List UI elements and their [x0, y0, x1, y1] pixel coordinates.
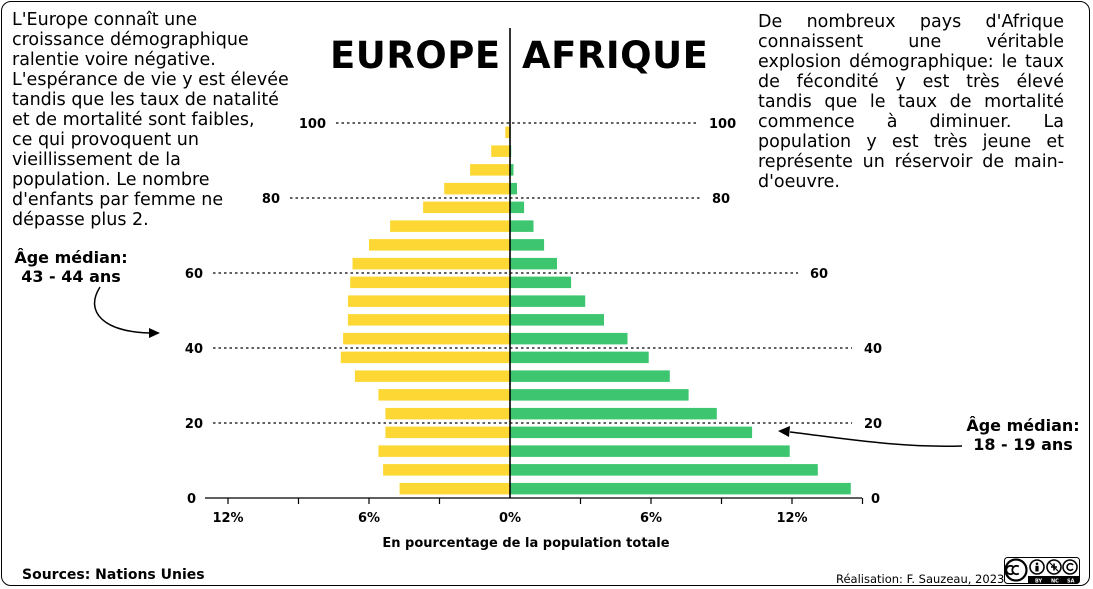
- x-tick-label: 12%: [212, 511, 243, 526]
- x-axis-label: En pourcentage de la population totale: [382, 536, 669, 551]
- median-europe-value: 43 - 44 ans: [21, 267, 121, 286]
- europe-bars: [340, 126, 511, 495]
- age-label-left-0: 0: [187, 492, 196, 507]
- afrique-bar-10-14: [510, 445, 790, 457]
- afrique-bar-25-29: [510, 389, 689, 401]
- afrique-bar-15-19: [510, 426, 753, 439]
- afrique-bar-0-4: [510, 482, 851, 495]
- afrique-description: De nombreux pays d'Afrique connaissent u…: [758, 12, 1064, 192]
- afrique-bar-60-64: [510, 257, 557, 270]
- europe-bar-95-99: [505, 126, 510, 139]
- europe-bar-0-4: [399, 482, 511, 495]
- age-label-right-20: 20: [864, 417, 882, 432]
- svg-text:NC: NC: [1051, 578, 1059, 584]
- age-label-left-20: 20: [185, 417, 203, 432]
- afrique-bar-75-79: [510, 201, 525, 214]
- age-label-right-60: 60: [810, 267, 828, 282]
- age-label-left-40: 40: [185, 342, 203, 357]
- europe-bar-35-39: [340, 351, 510, 364]
- age-gridlines: 0 0 20 20 40 40 60 60 80 80 100 100: [185, 117, 882, 507]
- afrique-bar-40-44: [510, 332, 628, 345]
- europe-bar-30-34: [354, 370, 510, 382]
- afrique-bar-50-54: [510, 295, 586, 307]
- median-europe-label: Âge médian:: [14, 248, 128, 267]
- median-afrique-label: Âge médian:: [966, 416, 1080, 435]
- europe-bar-25-29: [378, 389, 510, 401]
- median-left-arrow: [93, 286, 151, 334]
- x-tick-label: 6%: [640, 511, 662, 526]
- europe-bar-85-89: [470, 164, 510, 176]
- afrique-bar-85-89: [510, 164, 514, 176]
- europe-bar-40-44: [343, 332, 510, 345]
- europe-bar-5-9: [383, 464, 510, 476]
- svg-text:BY: BY: [1035, 578, 1043, 584]
- europe-bar-60-64: [352, 257, 510, 270]
- europe-bar-65-69: [369, 239, 510, 251]
- median-afrique-value: 18 - 19 ans: [973, 435, 1073, 454]
- europe-bar-55-59: [350, 276, 510, 289]
- europe-bar-50-54: [347, 295, 511, 307]
- x-axis-ticks: 12% 6% 0% 6% 12%: [212, 498, 864, 526]
- author-credit: Réalisation: F. Sauzeau, 2023: [836, 572, 1005, 586]
- europe-bar-10-14: [378, 445, 510, 457]
- afrique-bar-45-49: [510, 314, 604, 326]
- median-age-afrique: Âge médian: 18 - 19 ans: [948, 416, 1093, 454]
- svg-text:SA: SA: [1067, 578, 1075, 584]
- median-age-europe: Âge médian: 43 - 44 ans: [6, 248, 136, 286]
- afrique-bar-30-34: [510, 370, 670, 382]
- europe-bar-90-94: [491, 145, 510, 157]
- age-label-right-80: 80: [712, 192, 730, 207]
- creative-commons-by-nc-sa-icon: BY NC SA: [1004, 557, 1080, 584]
- afrique-bar-20-24: [510, 407, 717, 420]
- afrique-bar-80-84: [510, 182, 517, 195]
- sources-note: Sources: Nations Unies: [22, 567, 205, 583]
- afrique-bar-65-69: [510, 239, 545, 251]
- age-label-left-80: 80: [262, 192, 280, 207]
- europe-bar-45-49: [347, 314, 511, 326]
- title-europe: EUROPE: [330, 34, 501, 77]
- afrique-bar-55-59: [510, 276, 572, 289]
- europe-bar-80-84: [444, 182, 510, 195]
- afrique-bars: [510, 145, 851, 495]
- title-afrique: AFRIQUE: [522, 34, 709, 77]
- median-left-arrowhead: [149, 328, 160, 338]
- europe-bar-70-74: [390, 220, 510, 232]
- age-label-right-100: 100: [709, 117, 736, 132]
- x-tick-label: 12%: [776, 511, 807, 526]
- median-right-arrow: [789, 431, 963, 448]
- afrique-bar-35-39: [510, 351, 649, 364]
- x-tick-label: 6%: [358, 511, 380, 526]
- afrique-bar-5-9: [510, 464, 818, 476]
- age-label-right-0: 0: [871, 492, 880, 507]
- median-right-arrowhead: [778, 426, 790, 437]
- age-label-right-40: 40: [864, 342, 882, 357]
- age-label-left-60: 60: [185, 267, 203, 282]
- europe-description: L'Europe connaît une croissance démograp…: [12, 10, 289, 230]
- europe-bar-75-79: [423, 201, 511, 214]
- x-tick-label: 0%: [499, 511, 521, 526]
- europe-bar-20-24: [385, 407, 510, 420]
- europe-bar-15-19: [385, 426, 510, 439]
- afrique-bar-70-74: [510, 220, 534, 232]
- age-label-left-100: 100: [299, 117, 326, 132]
